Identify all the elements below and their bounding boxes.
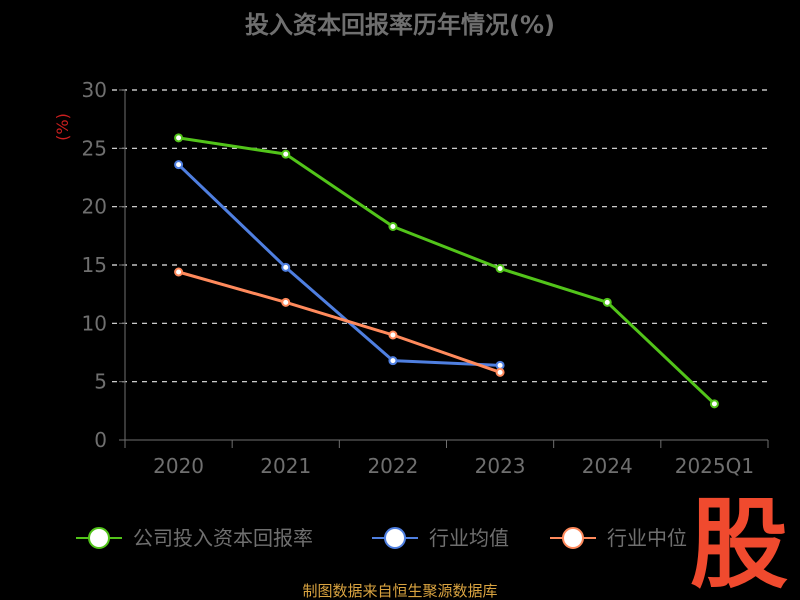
data-point [388, 222, 398, 231]
legend-label: 行业中位 [607, 526, 687, 550]
legend-item[interactable]: 公司投入资本回报率 [76, 526, 313, 550]
legend-marker [384, 527, 406, 549]
legend-label: 行业均值 [429, 526, 509, 550]
source-note: 制图数据来自恒生聚源数据库 [302, 582, 497, 600]
series-line [178, 136, 716, 405]
y-tick-label: 25 [82, 136, 107, 160]
axes: 0 5 10 15 20 25 30 2020 2021 2022 2023 2024 2025Q1 [82, 78, 769, 478]
x-tick-label: 2024 [582, 454, 633, 478]
legend-marker [562, 527, 584, 549]
x-tick-label: 2023 [475, 454, 526, 478]
data-point [388, 330, 398, 340]
data-point [174, 267, 184, 277]
logo: 股 [690, 488, 788, 600]
series-group [174, 160, 505, 370]
x-tick-label: 2021 [260, 454, 311, 478]
data-point [709, 399, 719, 409]
legend-item[interactable]: 行业中位 [550, 526, 687, 550]
data-point [495, 360, 505, 370]
data-point [495, 367, 505, 377]
series-lines [174, 133, 719, 409]
data-point [495, 264, 505, 273]
data-point [388, 356, 398, 366]
series-line [178, 270, 501, 374]
series-group [174, 133, 719, 409]
y-tick-label: 15 [82, 253, 107, 277]
x-tick-label: 2025Q1 [675, 454, 754, 478]
data-point [602, 297, 612, 307]
series-group [174, 267, 505, 377]
chart-title: 投入资本回报率历年情况(%) [245, 11, 555, 39]
y-tick-label: 0 [94, 428, 107, 452]
data-point [174, 133, 184, 143]
legend-marker [88, 527, 110, 549]
y-tick-label: 5 [94, 370, 107, 394]
legend-label: 公司投入资本回报率 [133, 526, 313, 550]
gridlines [112, 89, 768, 383]
legend-item[interactable]: 行业均值 [372, 526, 509, 550]
data-point [281, 297, 291, 307]
x-tick-label: 2020 [153, 454, 204, 478]
y-tick-label: 30 [82, 78, 107, 102]
y-axis-unit-label: (%) [53, 113, 72, 141]
data-point [281, 262, 291, 272]
legend: 公司投入资本回报率 行业均值 行业中位 [76, 526, 687, 550]
data-point [281, 149, 291, 159]
y-tick-label: 10 [82, 311, 107, 335]
x-tick-label: 2022 [367, 454, 418, 478]
y-tick-label: 20 [82, 195, 107, 219]
series-line [177, 163, 501, 367]
data-point [174, 160, 184, 170]
